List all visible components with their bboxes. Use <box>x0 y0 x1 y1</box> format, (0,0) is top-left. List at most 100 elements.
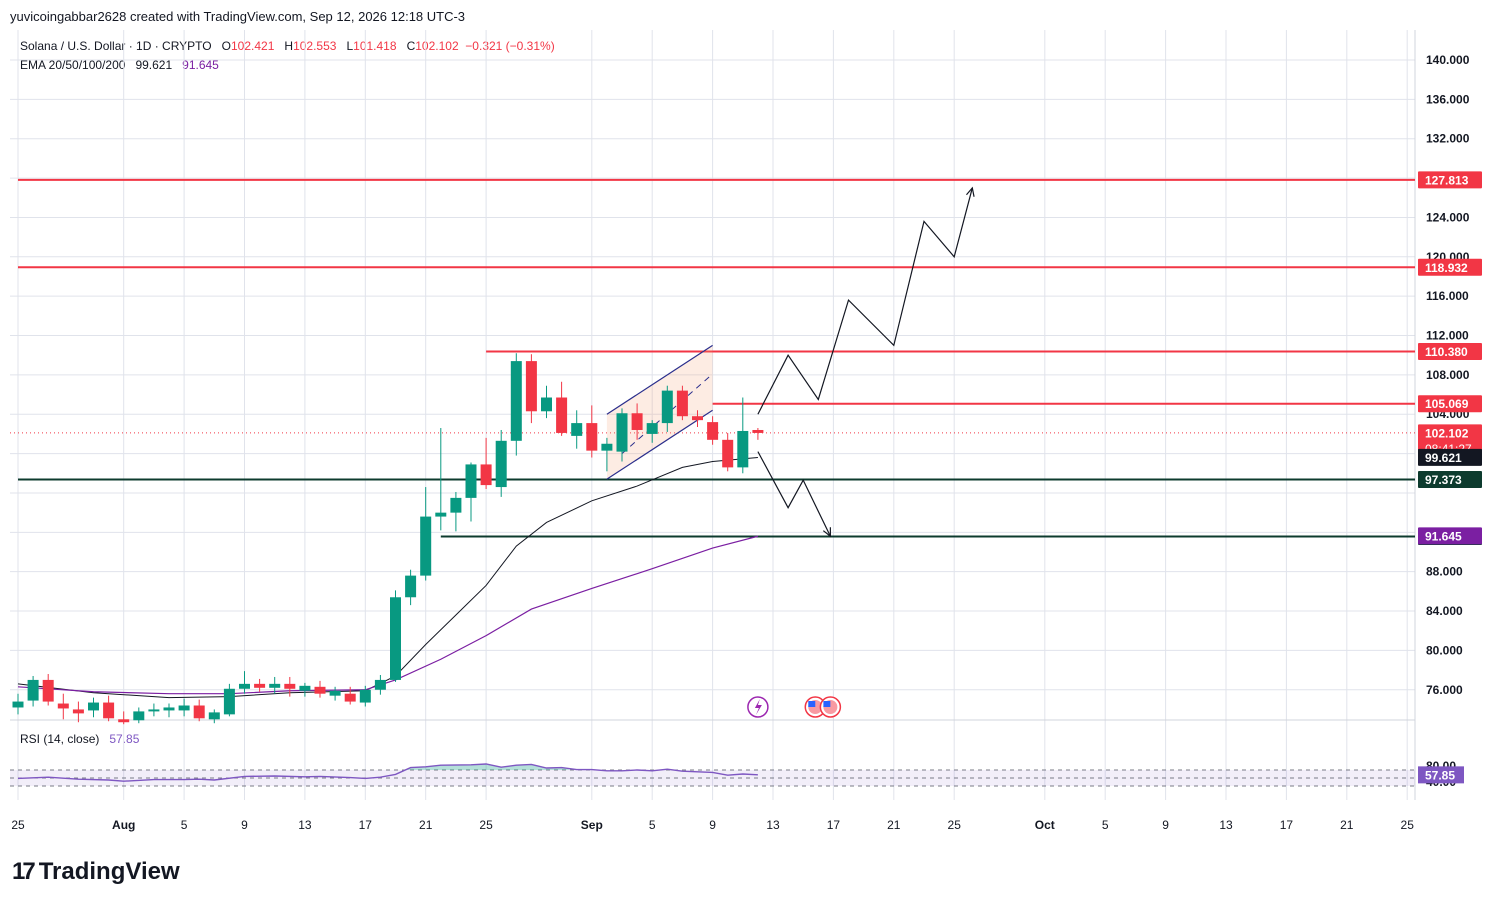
candle-body <box>269 683 281 688</box>
price-tick-label: 108.000 <box>1426 368 1470 382</box>
time-tick-label: 25 <box>479 818 493 832</box>
time-tick-label: 9 <box>1162 818 1169 832</box>
candle-body <box>163 707 175 711</box>
bullish-projection-path <box>757 187 973 415</box>
us-flag-canton <box>823 701 831 707</box>
channel-fill <box>606 345 713 480</box>
candle-body <box>12 701 24 708</box>
ema20-line <box>17 457 758 699</box>
candle-body <box>27 679 39 701</box>
price-tags: 127.813118.932110.380105.06997.37391.574… <box>1418 171 1482 784</box>
ascending-channel <box>606 344 713 480</box>
price-tag-box <box>1418 448 1482 466</box>
time-tick-label: Aug <box>112 818 135 832</box>
open-value: 102.421 <box>230 39 275 53</box>
candle-body <box>752 429 764 433</box>
candle-body <box>495 440 507 488</box>
channel-lower-line <box>606 409 713 480</box>
price-axis: 76.00080.00084.00088.000104.000108.00011… <box>1426 53 1470 789</box>
rsi-legend[interactable]: RSI (14, close) 57.85 <box>20 732 139 746</box>
level-tag-box <box>1418 395 1482 413</box>
high-label: H <box>284 39 294 53</box>
level-tag-box <box>1418 470 1482 488</box>
candle-body <box>510 361 522 441</box>
level-tag-text: 118.932 <box>1425 261 1468 275</box>
candle-body <box>374 679 386 690</box>
price-tick-label: 84.000 <box>1426 604 1463 618</box>
level-tag-text: 105.069 <box>1425 397 1469 411</box>
ema50-value: 91.645 <box>182 58 219 72</box>
candle-body <box>707 422 719 440</box>
rsi-band-background <box>10 770 1415 786</box>
candle-body <box>178 705 190 711</box>
time-tick-label: 21 <box>1340 818 1354 832</box>
candle-body <box>616 413 628 452</box>
horizontal-levels <box>10 178 1415 538</box>
rsi-tag-box <box>1418 766 1464 784</box>
candle-body <box>692 416 703 421</box>
time-tick-label: 17 <box>827 818 841 832</box>
time-tick-label: Oct <box>1035 818 1055 832</box>
candle-body <box>676 390 688 417</box>
candle-body <box>103 702 115 719</box>
change-value: −0.321 (−0.31%) <box>465 39 555 53</box>
price-tick-label: 112.000 <box>1426 329 1469 343</box>
rsi-pane <box>10 763 1415 787</box>
level-tag-box <box>1418 171 1482 189</box>
time-tick-label: 25 <box>948 818 962 832</box>
price-tick-label: 80.000 <box>1426 643 1463 657</box>
time-tick-label: 5 <box>649 818 656 832</box>
candle-body <box>193 705 205 719</box>
candle-body <box>722 439 734 468</box>
high-value: 102.553 <box>293 39 337 53</box>
time-tick-label: 25 <box>11 818 25 832</box>
candle-body <box>254 683 266 688</box>
candle-body <box>601 443 613 451</box>
candle-body <box>223 688 235 715</box>
time-axis: 25 Aug 5 9 13 17 21 25 Sep 5 9 13 17 21 25 Oct 5 9 13 17 21 2… <box>11 818 1414 832</box>
ema-legend[interactable]: EMA 20/50/100/200 99.621 91.645 <box>20 58 219 72</box>
candle-body <box>133 711 145 721</box>
price-tag-box <box>1418 527 1482 545</box>
candle-body <box>586 423 598 451</box>
bearish-projection-path-arrowhead <box>822 527 831 538</box>
time-tick-label: 13 <box>766 818 780 832</box>
projection-paths <box>757 186 975 538</box>
event-markers <box>747 696 842 718</box>
time-tick-label: 13 <box>298 818 312 832</box>
candle-body <box>390 597 401 680</box>
candle-body <box>329 690 341 696</box>
candle-body <box>405 575 417 598</box>
price-tick-label: 88.000 <box>1426 565 1463 579</box>
bullish-projection-path-arrowhead <box>966 186 975 197</box>
candle-body <box>284 683 296 689</box>
time-tick-label: 17 <box>359 818 373 832</box>
rsi-line <box>17 763 758 782</box>
candle-body <box>646 423 658 434</box>
time-tick-label: 21 <box>887 818 901 832</box>
ema-lines <box>17 457 759 699</box>
candle-body <box>42 679 54 702</box>
tradingview-logo[interactable]: 17 TradingView <box>12 858 180 886</box>
price-tag-text: 91.645 <box>1425 529 1462 543</box>
candle-body <box>118 719 130 723</box>
price-tick-label: 76.000 <box>1426 683 1463 697</box>
channel-upper-line <box>606 344 713 415</box>
candle-body <box>556 397 568 433</box>
chart-grid <box>10 30 1416 800</box>
level-tag-text: 127.813 <box>1425 173 1469 187</box>
low-value: 101.418 <box>353 39 397 53</box>
candle-body <box>72 709 84 714</box>
level-tag-box <box>1418 342 1482 360</box>
candle-body <box>420 516 432 576</box>
open-label: O <box>221 39 231 53</box>
symbol-name[interactable]: Solana / U.S. Dollar · 1D · CRYPTO <box>20 39 212 53</box>
price-tag-text: 99.621 <box>1425 451 1462 465</box>
candle-body <box>88 702 99 711</box>
close-label: C <box>406 39 416 53</box>
candle-body <box>737 430 749 468</box>
time-tick-label: 17 <box>1280 818 1294 832</box>
time-tick-label: 9 <box>709 818 716 832</box>
price-tag-text: 102.102 <box>1425 426 1469 440</box>
